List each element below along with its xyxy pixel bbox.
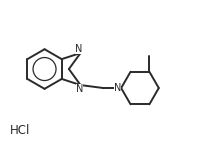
Text: N: N — [114, 83, 121, 93]
Text: HCl: HCl — [10, 124, 30, 137]
Text: N: N — [75, 44, 83, 54]
Text: N: N — [76, 84, 83, 94]
